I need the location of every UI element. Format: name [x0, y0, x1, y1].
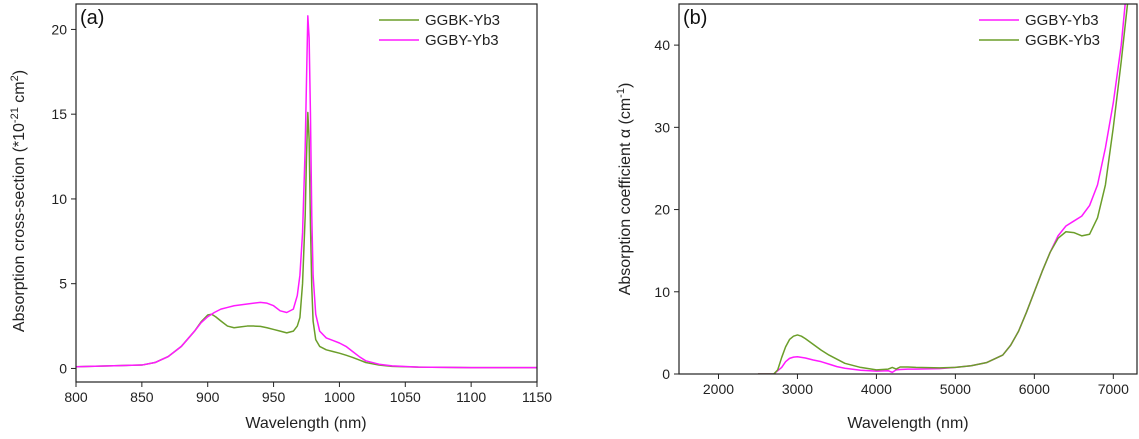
x-tick-label-b-4000: 4000	[861, 381, 892, 397]
x-tick-label-a-800: 800	[64, 389, 88, 405]
y-tick-label-a-10: 10	[51, 191, 67, 207]
plot-data-a	[76, 15, 537, 369]
series-line-b-ggbk-yb3	[757, 4, 1129, 374]
y-axis-title-b-part: Absorption coefficient α (cm	[617, 98, 634, 295]
y-tick-label-b-30: 30	[654, 119, 670, 135]
x-tick-label-b-7000: 7000	[1098, 381, 1129, 397]
y-tick-label-b-10: 10	[654, 284, 670, 300]
y-axis-title-a-exp1: -21	[9, 107, 21, 123]
x-tick-label-a-850: 850	[130, 389, 154, 405]
panel-label-a: (a)	[80, 7, 104, 29]
legend-b-label-1: GGBK-Yb3	[1025, 32, 1100, 49]
y-tick-label-b-0: 0	[662, 366, 670, 382]
series-line-b-ggby-yb3	[757, 4, 1126, 374]
x-tick-label-a-1150: 1150	[522, 389, 552, 405]
y-tick-label-a-0: 0	[59, 360, 67, 376]
x-axis-a: 800 850 900 950 1000 1050 1100 1150	[64, 382, 552, 405]
x-tick-label-b-5000: 5000	[940, 381, 971, 397]
plot-frame-b	[678, 3, 1138, 375]
legend-a: GGBK-Yb3 GGBY-Yb3	[379, 12, 500, 49]
plot-data-b	[757, 4, 1129, 374]
x-tick-label-a-950: 950	[262, 389, 286, 405]
chart-panel-b: 2000 3000 4000 5000 6000 7000 0 10 20 30 40 (b) W…	[615, 3, 1138, 432]
y-axis-a: 0 5 10 15 20	[51, 21, 76, 376]
x-tick-label-b-2000: 2000	[703, 381, 734, 397]
x-tick-label-a-900: 900	[196, 389, 220, 405]
y-tick-label-a-15: 15	[51, 106, 67, 122]
y-axis-b: 0 10 20 30 40	[654, 37, 679, 382]
y-axis-title-a-exp2: 2	[9, 75, 21, 81]
series-line-a-ggby-yb3	[76, 15, 537, 369]
plot-frame-a	[75, 3, 538, 383]
legend-b-label-0: GGBY-Yb3	[1025, 12, 1099, 29]
y-axis-title-a-part: Absorption cross-section (*10	[11, 123, 28, 332]
x-tick-label-b-3000: 3000	[782, 381, 813, 397]
legend-a-label-0: GGBK-Yb3	[425, 12, 500, 29]
x-axis-title-a: Wavelength (nm)	[245, 415, 366, 432]
y-axis-title-a: Absorption cross-section (*10-21 cm2)	[9, 70, 28, 332]
y-axis-title-a-end: )	[11, 70, 28, 75]
x-axis-title-b: Wavelength (nm)	[847, 415, 968, 432]
y-tick-label-a-20: 20	[51, 21, 67, 37]
y-axis-title-b-exp1: -1	[615, 88, 627, 98]
legend-a-label-1: GGBY-Yb3	[425, 32, 499, 49]
y-axis-title-b: Absorption coefficient α (cm-1)	[615, 83, 634, 296]
x-tick-label-a-1000: 1000	[324, 389, 355, 405]
panel-label-b: (b)	[683, 7, 707, 29]
x-tick-label-a-1050: 1050	[390, 389, 421, 405]
y-tick-label-a-5: 5	[59, 276, 67, 292]
y-axis-title-b-end: )	[617, 83, 634, 88]
legend-b: GGBY-Yb3 GGBK-Yb3	[979, 12, 1100, 49]
x-tick-label-a-1100: 1100	[456, 389, 486, 405]
series-line-a-ggbk-yb3	[76, 111, 537, 369]
chart-panel-a: 800 850 900 950 1000 1050 1100 1150 0 5 10 15 20 (a…	[9, 3, 552, 432]
y-tick-label-b-20: 20	[654, 202, 670, 218]
x-axis-b: 2000 3000 4000 5000 6000 7000	[703, 374, 1129, 397]
x-tick-label-b-6000: 6000	[1019, 381, 1050, 397]
y-axis-title-a-mid: cm	[11, 81, 28, 107]
y-tick-label-b-40: 40	[654, 37, 670, 53]
